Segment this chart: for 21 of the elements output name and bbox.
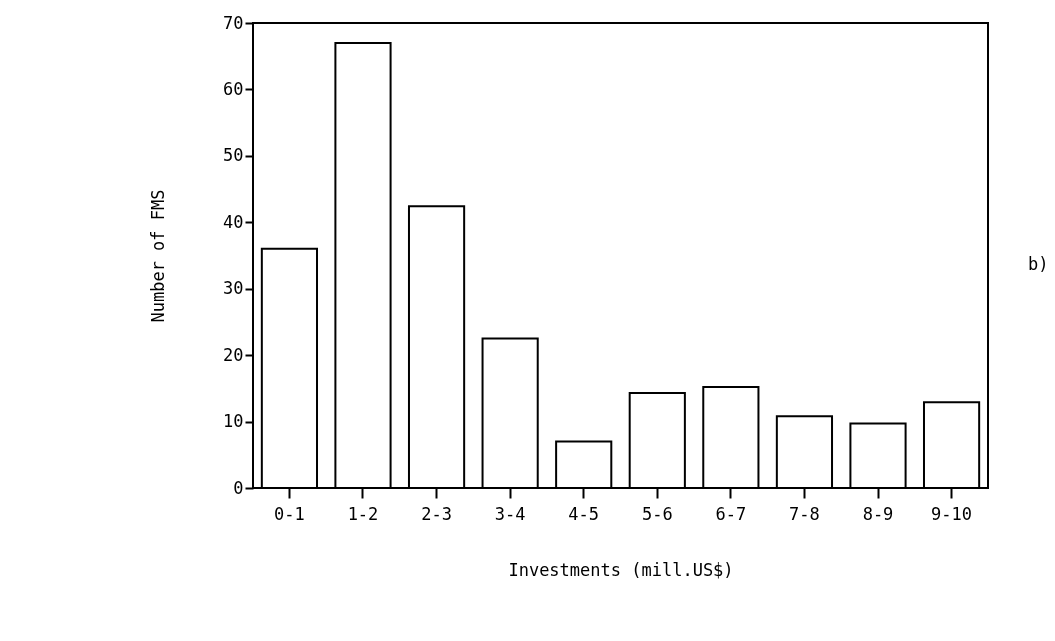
y-tick-label: 30 — [223, 278, 244, 299]
y-axis-title: Number of FMS — [148, 189, 169, 323]
x-tick-label: 8-9 — [862, 503, 894, 524]
text: b) — [1028, 253, 1049, 274]
x-tick-label: 7-8 — [789, 503, 820, 524]
x-tick-label: 4-5 — [568, 503, 600, 524]
x-tick-label: 1-2 — [347, 503, 379, 524]
x-tick-label: 5-6 — [641, 503, 673, 524]
x-tick-label: 0-1 — [274, 503, 305, 524]
y-tick-label: 10 — [223, 411, 244, 432]
y-tick-label: 50 — [223, 145, 244, 166]
y-tick-label: 70 — [223, 12, 244, 33]
y-tick-label: 20 — [223, 344, 244, 365]
x-axis-title: Investments (mill.US$) — [508, 559, 734, 580]
x-tick-label: 3-4 — [494, 503, 526, 524]
x-tick-label: 9-10 — [931, 503, 973, 524]
x-tick-label: 2-3 — [421, 503, 452, 524]
x-tick-label: 6-7 — [715, 503, 747, 524]
y-tick-label: 0 — [233, 477, 244, 498]
y-tick-label: 40 — [223, 211, 244, 232]
y-tick-label: 60 — [223, 78, 244, 99]
